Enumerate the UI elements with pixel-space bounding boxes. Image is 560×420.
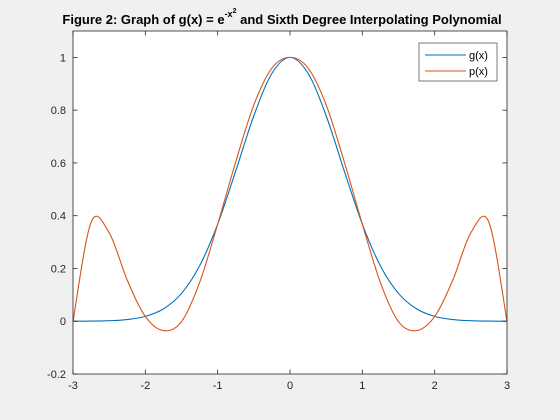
y-tick-label: 0	[60, 316, 66, 328]
legend-label-g: g(x)	[469, 50, 488, 62]
x-tick-label: 1	[359, 380, 365, 392]
y-tick-label: 0.6	[51, 158, 66, 170]
x-tick-label: -1	[213, 380, 223, 392]
x-tick-label: 0	[287, 380, 293, 392]
x-tick-label: -2	[140, 380, 150, 392]
series-layer	[72, 56, 508, 332]
series-line-p	[72, 56, 508, 332]
x-tick-label: -3	[68, 380, 78, 392]
y-tick-label: -0.2	[47, 369, 66, 381]
y-tick-label: 0.2	[51, 263, 66, 275]
x-tick-label: 3	[504, 380, 510, 392]
legend-label-p: p(x)	[469, 66, 488, 78]
chart-title-suffix: and Sixth Degree Interpolating Polynomia…	[236, 12, 501, 27]
axes-box	[72, 30, 508, 375]
chart-title-exponent: -x	[225, 9, 233, 19]
legend: g(x) p(x)	[418, 42, 498, 82]
y-tick-label: 1	[60, 52, 66, 64]
chart-title: Figure 2: Graph of g(x) = e-x2 and Sixth…	[62, 8, 501, 27]
legend-box	[418, 42, 498, 82]
chart-title-prefix: Figure 2: Graph of g(x) = e	[62, 12, 224, 27]
ticks-layer: -3 -2 -1 0 1 2 3 -0.2 0 0.2 0.4 0.6 0.8 1	[47, 31, 510, 392]
y-tick-label: 0.4	[51, 211, 66, 223]
chart-title-exponent-power: 2	[233, 8, 237, 15]
plot-area	[73, 31, 507, 374]
y-tick-label: 0.8	[51, 105, 66, 117]
x-tick-label: 2	[432, 380, 438, 392]
